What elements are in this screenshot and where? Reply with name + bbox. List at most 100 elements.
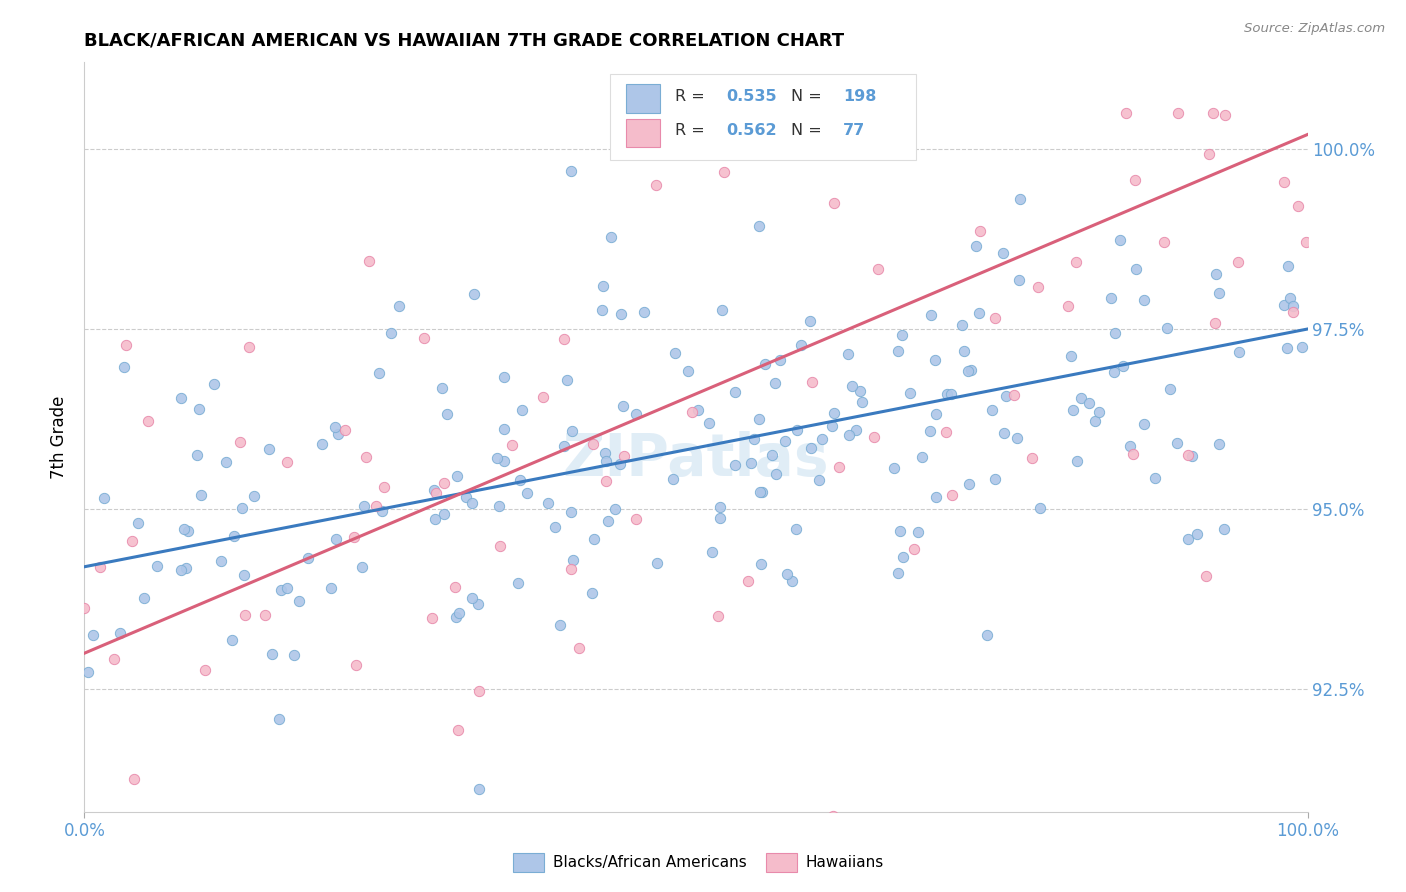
Point xyxy=(174,561,197,575)
Point xyxy=(311,437,333,451)
Point xyxy=(190,488,212,502)
Point xyxy=(333,423,356,437)
Point xyxy=(953,344,976,359)
Point xyxy=(73,600,96,615)
Point xyxy=(430,381,453,395)
Point xyxy=(678,364,700,378)
Point xyxy=(423,483,446,497)
Point xyxy=(1215,107,1237,121)
Point xyxy=(612,399,634,413)
Point xyxy=(122,772,145,786)
Text: 0.535: 0.535 xyxy=(727,88,778,103)
Point xyxy=(624,512,647,526)
Point xyxy=(1002,387,1025,401)
Point xyxy=(350,560,373,574)
Point xyxy=(700,545,723,559)
Point xyxy=(1227,255,1250,269)
Point xyxy=(890,328,912,343)
Point xyxy=(624,407,647,421)
Point xyxy=(1277,341,1299,355)
FancyBboxPatch shape xyxy=(626,119,661,147)
Point xyxy=(775,567,797,582)
Point xyxy=(433,507,456,521)
Point xyxy=(1007,273,1029,287)
Point xyxy=(583,532,606,546)
Point xyxy=(468,782,491,797)
Point xyxy=(751,485,773,500)
Point xyxy=(785,523,807,537)
Point xyxy=(447,723,470,737)
Point xyxy=(1064,254,1087,268)
Point xyxy=(537,496,560,510)
Point xyxy=(494,422,516,436)
Point xyxy=(260,647,283,661)
Point xyxy=(661,472,683,486)
Point xyxy=(1062,403,1084,417)
Point xyxy=(1181,449,1204,463)
Point xyxy=(600,230,623,244)
Point xyxy=(713,165,735,179)
Text: BLACK/AFRICAN AMERICAN VS HAWAIIAN 7TH GRADE CORRELATION CHART: BLACK/AFRICAN AMERICAN VS HAWAIIAN 7TH G… xyxy=(84,32,845,50)
Point xyxy=(898,386,921,401)
Point xyxy=(456,490,478,504)
Point xyxy=(560,505,582,519)
Point xyxy=(1010,192,1032,206)
Point xyxy=(866,261,889,276)
Point xyxy=(446,468,468,483)
Point xyxy=(449,606,471,620)
Point xyxy=(800,441,823,455)
Point xyxy=(254,608,277,623)
Point xyxy=(1177,532,1199,546)
Point xyxy=(531,390,554,404)
Point xyxy=(748,412,770,426)
Point xyxy=(801,376,824,390)
Point xyxy=(115,338,138,352)
FancyBboxPatch shape xyxy=(626,84,661,112)
Point xyxy=(186,448,208,462)
Point xyxy=(603,502,626,516)
Point xyxy=(591,303,613,318)
Point xyxy=(1132,293,1154,307)
Point xyxy=(592,278,614,293)
Point xyxy=(1204,316,1226,330)
Point xyxy=(709,500,731,514)
Point xyxy=(561,553,583,567)
Point xyxy=(1104,326,1126,340)
Point xyxy=(681,405,703,419)
Point xyxy=(270,582,292,597)
Point xyxy=(935,387,957,401)
Point xyxy=(706,609,728,624)
Point xyxy=(82,628,104,642)
Point xyxy=(1205,268,1227,282)
Point xyxy=(1291,340,1313,354)
Point xyxy=(1123,173,1146,187)
Point xyxy=(744,432,766,446)
Point xyxy=(941,387,963,401)
Y-axis label: 7th Grade: 7th Grade xyxy=(51,395,69,479)
Point xyxy=(837,347,859,361)
Point xyxy=(969,224,991,238)
Point xyxy=(170,563,193,577)
Point xyxy=(1118,439,1140,453)
Point xyxy=(509,473,531,487)
Point xyxy=(1227,345,1250,359)
Point xyxy=(510,403,533,417)
Point xyxy=(609,458,631,472)
Point xyxy=(359,254,381,268)
Point xyxy=(1028,501,1050,516)
Point xyxy=(276,455,298,469)
Point xyxy=(388,299,411,313)
Point xyxy=(1208,437,1230,451)
Point xyxy=(980,402,1002,417)
Point xyxy=(845,424,868,438)
Point xyxy=(1187,527,1209,541)
Point xyxy=(891,549,914,564)
Point xyxy=(516,485,538,500)
Point xyxy=(1125,262,1147,277)
Point xyxy=(373,480,395,494)
Point xyxy=(1166,435,1188,450)
Point xyxy=(1272,176,1295,190)
Point xyxy=(127,516,149,530)
Point xyxy=(1070,391,1092,405)
Point xyxy=(773,434,796,448)
